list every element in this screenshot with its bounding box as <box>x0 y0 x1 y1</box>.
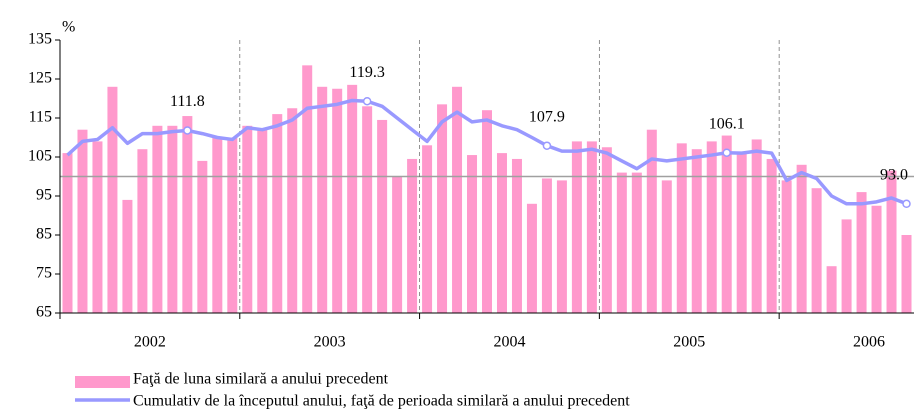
bar <box>646 129 657 313</box>
y-tick-label: 65 <box>36 304 52 321</box>
bar <box>107 86 118 313</box>
bar <box>122 199 133 313</box>
bar <box>272 114 283 313</box>
bar <box>452 86 463 313</box>
bar <box>871 205 882 313</box>
bar <box>482 110 492 313</box>
line-marker <box>183 126 192 135</box>
y-tick-label: 75 <box>36 265 52 282</box>
bar <box>856 192 867 313</box>
data-label: 119.3 <box>349 64 384 81</box>
bar <box>841 219 852 313</box>
bar <box>721 135 732 313</box>
line-marker <box>722 148 731 157</box>
bar <box>706 141 717 313</box>
data-label: 107.9 <box>529 108 565 125</box>
cumulative-line <box>66 98 908 206</box>
bar <box>661 180 672 313</box>
bar <box>796 164 807 313</box>
bar <box>631 172 642 313</box>
data-label: 93.0 <box>880 166 908 183</box>
y-tick-label: 85 <box>36 226 52 243</box>
bar <box>496 153 507 313</box>
bar <box>197 160 208 313</box>
bar <box>422 145 433 313</box>
bar <box>676 143 687 313</box>
y-tick-label: 105 <box>28 148 52 165</box>
bar <box>332 88 343 313</box>
bar <box>541 178 552 313</box>
data-label: 111.8 <box>170 93 205 110</box>
legend-label: Cumulativ de la începutul anului, faţă d… <box>133 393 630 410</box>
bar <box>571 141 582 313</box>
line-marker <box>362 96 372 106</box>
bar <box>302 65 313 313</box>
x-group-label: 2005 <box>673 334 705 351</box>
bar <box>347 84 358 313</box>
data-label: 106.1 <box>709 115 745 132</box>
y-axis-label: % <box>62 19 75 36</box>
bar <box>152 125 163 313</box>
legend-swatch <box>75 376 130 388</box>
bar <box>766 158 777 313</box>
bar <box>137 149 148 313</box>
bar <box>826 266 837 313</box>
bar <box>392 176 403 313</box>
bar <box>242 125 253 313</box>
y-tick-label: 125 <box>28 70 52 87</box>
bar <box>407 158 418 313</box>
bar <box>182 116 193 313</box>
line-marker <box>542 141 552 150</box>
bar <box>227 137 238 313</box>
line-marker <box>902 199 911 209</box>
bar <box>167 125 178 313</box>
legend-label: Faţă de luna similară a anului precedent <box>133 371 389 388</box>
bar <box>362 106 373 313</box>
x-group-label: 2004 <box>493 334 525 351</box>
bar <box>586 141 597 313</box>
bar <box>901 235 912 313</box>
bar <box>811 188 822 313</box>
bar <box>77 129 88 313</box>
bar <box>62 153 73 313</box>
bar <box>886 170 897 313</box>
y-tick-label: 115 <box>29 109 52 126</box>
bar <box>781 180 792 313</box>
bar <box>601 147 612 313</box>
x-group-label: 2003 <box>314 334 346 351</box>
x-group-label: 2002 <box>134 334 166 351</box>
bar <box>751 139 762 313</box>
x-group-label: 2006 <box>853 334 885 351</box>
bar <box>377 119 388 313</box>
bar <box>736 153 747 313</box>
y-tick-label: 135 <box>28 31 52 48</box>
bar <box>437 104 448 313</box>
bar <box>467 155 478 313</box>
bar <box>511 158 522 313</box>
bar <box>212 137 223 313</box>
y-tick-label: 95 <box>36 187 52 204</box>
bar <box>691 149 702 313</box>
bar <box>92 141 103 313</box>
bar <box>556 180 567 313</box>
bar <box>287 108 298 313</box>
bar <box>257 129 268 313</box>
bar <box>616 172 627 313</box>
bar <box>317 86 328 313</box>
bar <box>526 203 537 313</box>
